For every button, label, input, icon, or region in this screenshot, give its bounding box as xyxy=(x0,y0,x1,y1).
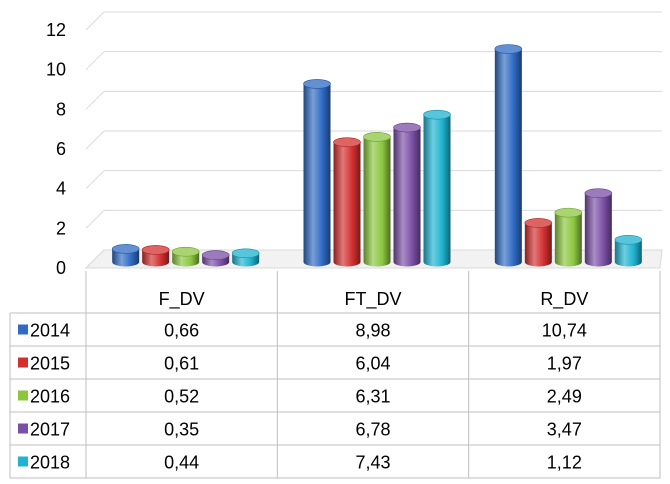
table-value: 6,04 xyxy=(355,354,390,374)
bar-2018-F_DV xyxy=(231,248,260,267)
bar-body xyxy=(494,48,522,267)
y-tick-label: 0 xyxy=(56,258,66,278)
bar-cap xyxy=(363,132,391,142)
bar-2017-F_DV xyxy=(201,250,230,267)
y-tick-label: 8 xyxy=(56,99,66,119)
gridline-slant xyxy=(85,170,105,190)
legend-swatch xyxy=(18,423,28,434)
bar-2014-R_DV xyxy=(494,44,523,267)
bar-cap xyxy=(201,250,230,260)
table-value: 3,47 xyxy=(547,420,582,440)
bar-2018-R_DV xyxy=(614,234,643,267)
bar-cap xyxy=(524,218,553,228)
bar-cap xyxy=(111,244,140,254)
bar-2016-F_DV xyxy=(171,246,200,267)
gridline-slant xyxy=(85,130,105,150)
bar-body xyxy=(333,142,361,267)
legend-label: 2016 xyxy=(30,387,70,407)
category-label: FT_DV xyxy=(344,289,401,310)
bar-2016-FT_DV xyxy=(363,132,391,267)
table-value: 1,12 xyxy=(547,453,582,473)
legend-label: 2015 xyxy=(30,354,70,374)
table-value: 6,31 xyxy=(355,387,390,407)
bar-body xyxy=(303,83,331,267)
bar-cap xyxy=(231,248,260,259)
gridline-slant xyxy=(85,209,105,229)
table-value: 0,44 xyxy=(164,453,199,473)
bar-2015-FT_DV xyxy=(333,137,361,267)
bar-cap xyxy=(333,137,361,148)
bar-cap xyxy=(303,79,331,89)
legend-swatch xyxy=(18,357,28,368)
bar-body xyxy=(554,212,582,267)
y-axis: 0 2 4 6 8 10 12 xyxy=(46,20,66,278)
bar-body xyxy=(112,248,140,267)
legend-swatch xyxy=(18,390,28,401)
table-value: 2,49 xyxy=(547,387,582,407)
bar-cap xyxy=(494,44,523,54)
category-label: F_DV xyxy=(159,289,205,310)
bar-cap xyxy=(171,246,200,257)
bar-2016-R_DV xyxy=(554,207,583,267)
bar-2017-R_DV xyxy=(584,188,613,267)
legend-swatch xyxy=(18,456,28,467)
bar-2015-F_DV xyxy=(141,245,170,267)
bar-cap xyxy=(614,234,643,245)
y-tick-label: 2 xyxy=(56,218,66,238)
bar-2018-FT_DV xyxy=(423,109,451,267)
table-value: 7,43 xyxy=(355,453,390,473)
bar-cap xyxy=(141,245,170,255)
table-value: 1,97 xyxy=(547,354,582,374)
bar-2015-R_DV xyxy=(524,218,553,267)
legend-label: 2014 xyxy=(30,321,70,341)
table-value: 8,98 xyxy=(355,321,390,341)
gridline-slant xyxy=(85,51,105,71)
bars xyxy=(111,44,643,267)
table-value: 0,35 xyxy=(164,420,199,440)
bar-cap xyxy=(554,207,583,218)
y-tick-label: 12 xyxy=(46,20,66,40)
legend-swatch xyxy=(18,324,28,335)
bar-cap xyxy=(393,122,421,133)
bar-body xyxy=(584,193,612,267)
table-value: 0,52 xyxy=(164,387,199,407)
bar-cap xyxy=(423,109,451,120)
legend-label: 2017 xyxy=(30,420,70,440)
y-tick-label: 4 xyxy=(56,179,66,199)
bar-body xyxy=(524,222,552,267)
table-value: 0,66 xyxy=(164,321,199,341)
bar-body xyxy=(393,127,421,267)
legend-label: 2018 xyxy=(30,453,70,473)
bar-body xyxy=(423,114,451,267)
table-value: 10,74 xyxy=(542,321,587,341)
y-tick-label: 10 xyxy=(46,60,66,80)
y-tick-label: 6 xyxy=(56,139,66,159)
category-label: R_DV xyxy=(540,289,588,310)
bar-2014-FT_DV xyxy=(303,79,331,267)
table-value: 6,78 xyxy=(355,420,390,440)
gridline-slant xyxy=(85,11,105,31)
bar-cap xyxy=(584,188,613,198)
data-table: F_DV FT_DV R_DV 2014 0,66 8,98 10,74 2015 0,61 6,… xyxy=(9,271,661,479)
bar-body xyxy=(614,239,642,267)
bar-body xyxy=(363,136,391,267)
bar-2014-F_DV xyxy=(111,244,140,267)
gridline-slant xyxy=(85,90,105,110)
table-value: 0,61 xyxy=(164,354,199,374)
bar-2017-FT_DV xyxy=(393,122,421,267)
